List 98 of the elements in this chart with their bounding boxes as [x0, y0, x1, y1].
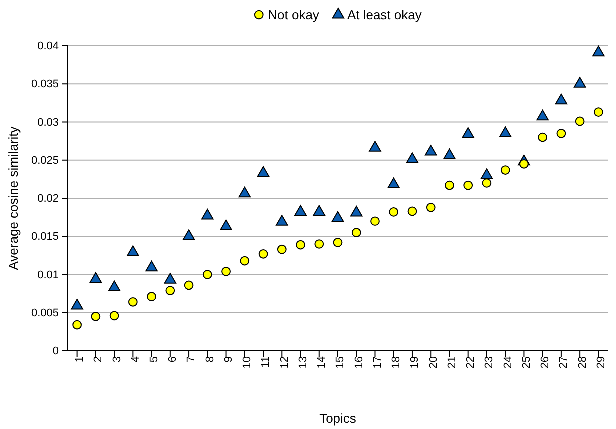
point — [499, 126, 512, 138]
point — [127, 246, 140, 256]
point — [146, 260, 158, 272]
point — [444, 148, 456, 160]
y-tick-label: 0.015 — [31, 231, 59, 244]
x-tick-label: 16 — [353, 356, 366, 369]
x-tick-label: 12 — [278, 356, 291, 369]
x-tick-label: 8 — [204, 356, 216, 363]
point — [480, 168, 494, 180]
point — [296, 240, 306, 250]
y-tick-label: 0.005 — [31, 307, 59, 320]
x-tick-label: 27 — [558, 356, 570, 369]
x-tick-label: 20 — [428, 356, 440, 369]
point — [574, 77, 586, 88]
point — [408, 206, 418, 216]
x-tick-label: 14 — [316, 356, 328, 369]
point — [184, 280, 194, 290]
point — [313, 205, 326, 216]
point — [202, 270, 212, 280]
point — [71, 299, 84, 310]
point — [238, 186, 252, 198]
x-tick-label: 19 — [409, 356, 422, 369]
point — [220, 220, 232, 230]
y-tick-label: 0.01 — [38, 269, 59, 282]
x-tick-label: 28 — [576, 356, 589, 369]
x-tick-label: 5 — [148, 356, 160, 363]
point — [258, 249, 268, 259]
x-tick-label: 11 — [260, 356, 272, 368]
point — [389, 208, 399, 217]
x-tick-label: 26 — [540, 356, 552, 369]
point — [536, 110, 549, 121]
y-tick-label: 0.04 — [38, 40, 59, 53]
point — [240, 256, 250, 266]
point — [277, 244, 287, 254]
legend-label: At least okay — [347, 8, 422, 22]
point — [108, 280, 121, 292]
point — [592, 46, 605, 57]
y-axis-title: Average cosine similarity — [6, 126, 21, 270]
x-tick-label: 23 — [484, 356, 496, 369]
x-tick-label: 9 — [222, 356, 235, 363]
x-tick-label: 22 — [465, 356, 478, 369]
point — [314, 240, 324, 249]
point — [294, 205, 307, 216]
point — [500, 166, 510, 175]
y-tick-label: 0 — [52, 346, 59, 358]
point — [556, 129, 566, 138]
y-tick-label: 0.035 — [31, 78, 59, 91]
point — [164, 273, 177, 284]
x-axis-title: Topics — [320, 411, 357, 426]
y-tick-label: 0.025 — [31, 154, 59, 167]
point — [202, 209, 214, 220]
y-tick-label: 0.02 — [38, 193, 59, 206]
point — [369, 141, 382, 152]
legend-label: Not okay — [268, 8, 320, 22]
point — [424, 144, 438, 156]
point — [538, 132, 548, 142]
point — [166, 286, 176, 296]
x-tick-label: 15 — [334, 356, 347, 369]
x-tick-label: 17 — [372, 356, 384, 369]
point — [222, 267, 231, 276]
x-tick-label: 6 — [167, 356, 180, 363]
point — [445, 180, 454, 190]
x-tick-label: 25 — [520, 356, 533, 369]
point — [352, 228, 362, 238]
point — [350, 206, 363, 217]
x-tick-label: 21 — [446, 356, 458, 369]
x-tick-label: 10 — [242, 356, 254, 369]
point — [594, 108, 604, 118]
point — [147, 292, 156, 302]
point — [91, 312, 101, 322]
point — [333, 238, 343, 248]
point — [370, 216, 380, 226]
point — [575, 116, 585, 126]
point — [482, 178, 492, 188]
x-tick-label: 7 — [186, 356, 198, 363]
point — [388, 178, 400, 189]
point — [72, 320, 82, 330]
point — [332, 211, 344, 222]
point — [464, 180, 474, 190]
x-tick-label: 24 — [502, 356, 514, 369]
x-tick-label: 18 — [390, 356, 403, 369]
point — [257, 166, 270, 178]
point — [110, 311, 120, 321]
point — [462, 127, 474, 138]
point — [128, 298, 138, 307]
point — [90, 272, 102, 284]
x-tick-label: 4 — [130, 356, 142, 363]
x-tick-label: 1 — [74, 356, 86, 363]
x-tick-label: 2 — [92, 356, 105, 363]
point — [426, 202, 436, 212]
point — [406, 152, 419, 164]
point — [182, 230, 196, 240]
x-tick-label: 3 — [111, 356, 124, 363]
x-tick-label: 29 — [595, 356, 608, 369]
point — [276, 215, 288, 226]
point — [555, 94, 568, 105]
y-tick-label: 0.03 — [38, 116, 59, 129]
x-tick-label: 13 — [297, 356, 310, 369]
